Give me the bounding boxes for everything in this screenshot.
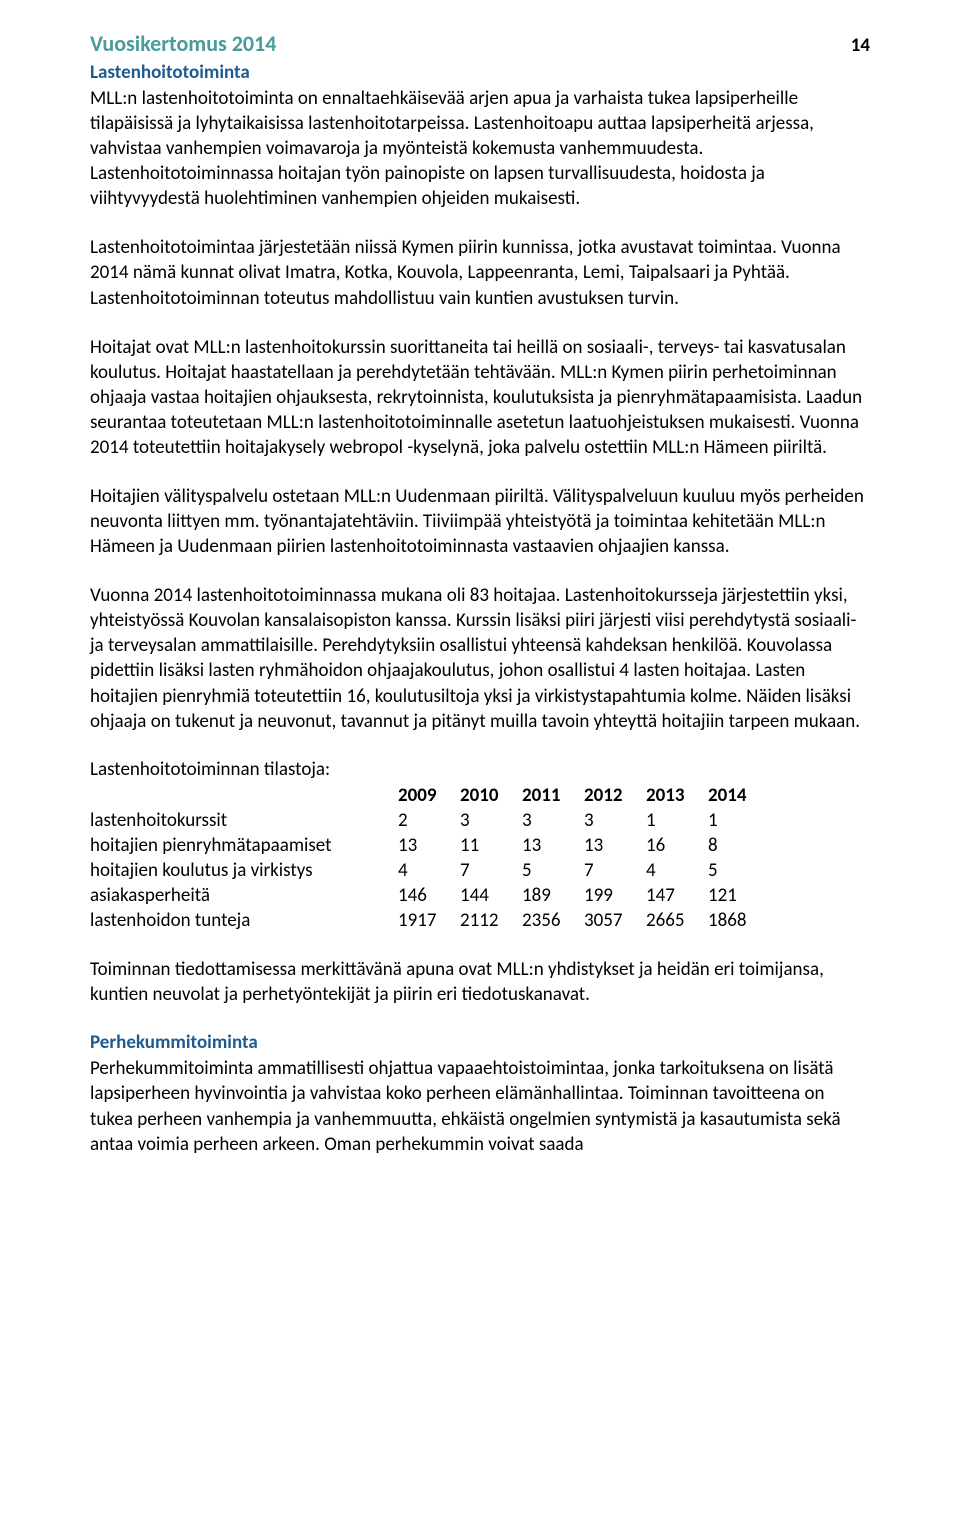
stats-block: Lastenhoitotoiminnan tilastoja: 20092010… (90, 758, 870, 933)
table-cell: 1 (708, 808, 770, 833)
table-header-cell: 2010 (460, 783, 522, 808)
table-cell: 2112 (460, 908, 522, 933)
table-cell: 13 (398, 833, 460, 858)
paragraph: Hoitajat ovat MLL:n lastenhoitokurssin s… (90, 335, 870, 460)
table-cell: 4 (646, 858, 708, 883)
table-cell: 13 (584, 833, 646, 858)
table-cell: 7 (584, 858, 646, 883)
table-header-cell: 2009 (398, 783, 460, 808)
table-header-cell: 2011 (522, 783, 584, 808)
table-cell: 1868 (708, 908, 770, 933)
document-title: Vuosikertomus 2014 (90, 30, 276, 57)
stats-title: Lastenhoitotoiminnan tilastoja: (90, 758, 870, 781)
paragraph: Vuonna 2014 lastenhoitotoiminnassa mukan… (90, 583, 870, 733)
table-cell: 2 (398, 808, 460, 833)
page-header: Vuosikertomus 2014 14 (90, 30, 870, 57)
table-cell: 189 (522, 883, 584, 908)
page-container: Vuosikertomus 2014 14 Lastenhoitotoimint… (0, 0, 960, 1187)
table-cell-label: asiakasperheitä (90, 883, 398, 908)
table-row: lastenhoidon tunteja1917211223563057 266… (90, 908, 770, 933)
table-cell: 5 (708, 858, 770, 883)
table-cell: 2665 (646, 908, 708, 933)
table-cell: 2356 (522, 908, 584, 933)
paragraph: MLL:n lastenhoitotoiminta on ennaltaehkä… (90, 86, 870, 211)
table-header-cell: 2014 (708, 783, 770, 808)
table-row: lastenhoitokurssit233311 (90, 808, 770, 833)
table-cell: 199 (584, 883, 646, 908)
table-cell-label: hoitajien koulutus ja virkistys (90, 858, 398, 883)
table-cell: 7 (460, 858, 522, 883)
section-heading-perhekummi: Perhekummitoiminta (90, 1031, 870, 1054)
table-cell: 4 (398, 858, 460, 883)
table-cell: 144 (460, 883, 522, 908)
table-row: hoitajien koulutus ja virkistys47 5745 (90, 858, 770, 883)
table-row: asiakasperheitä146144189199147121 (90, 883, 770, 908)
paragraph: Perhekummitoiminta ammatillisesti ohjatt… (90, 1056, 870, 1156)
table-cell: 1 (646, 808, 708, 833)
table-cell-label: lastenhoidon tunteja (90, 908, 398, 933)
table-cell (90, 783, 398, 808)
table-cell: 3 (460, 808, 522, 833)
table-cell: 147 (646, 883, 708, 908)
table-cell: 16 (646, 833, 708, 858)
section-heading-lastenhoito: Lastenhoitotoiminta (90, 61, 870, 84)
paragraph: Hoitajien välityspalvelu ostetaan MLL:n … (90, 484, 870, 559)
table-cell: 13 (522, 833, 584, 858)
table-header-cell: 2012 (584, 783, 646, 808)
page-number: 14 (851, 34, 870, 57)
table-cell: 121 (708, 883, 770, 908)
table-cell-label: hoitajien pienryhmätapaamiset (90, 833, 398, 858)
table-row: hoitajien pienryhmätapaamiset13111313168 (90, 833, 770, 858)
paragraph: Toiminnan tiedottamisessa merkittävänä a… (90, 957, 870, 1007)
table-cell: 11 (460, 833, 522, 858)
table-cell: 1917 (398, 908, 460, 933)
table-cell: 3 (522, 808, 584, 833)
paragraph: Lastenhoitotoimintaa järjestetään niissä… (90, 235, 870, 310)
table-cell: 146 (398, 883, 460, 908)
table-cell: 3 (584, 808, 646, 833)
table-cell: 5 (522, 858, 584, 883)
table-row: 200920102011201220132014 (90, 783, 770, 808)
table-cell: 3057 (584, 908, 646, 933)
stats-table: 200920102011201220132014lastenhoitokurss… (90, 783, 770, 933)
table-cell: 8 (708, 833, 770, 858)
table-cell-label: lastenhoitokurssit (90, 808, 398, 833)
table-header-cell: 2013 (646, 783, 708, 808)
